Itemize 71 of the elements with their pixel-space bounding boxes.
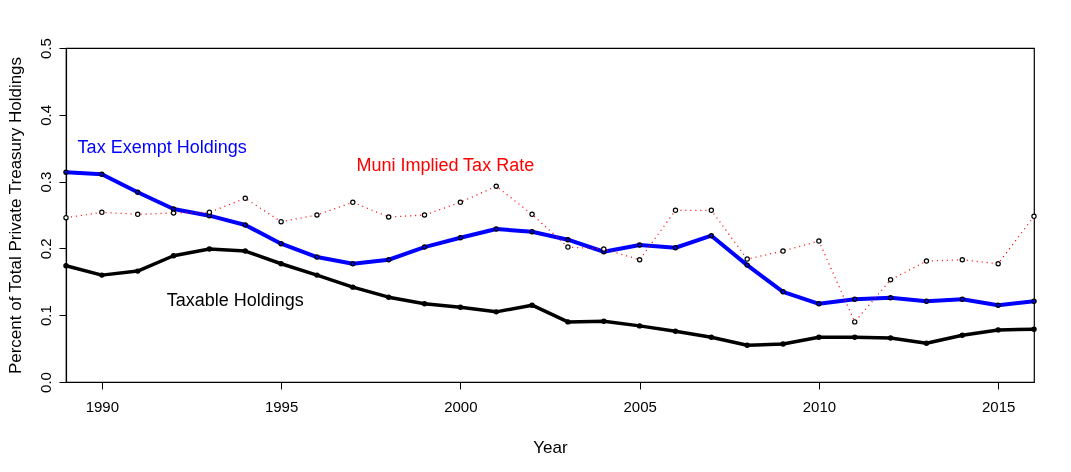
point	[350, 261, 356, 267]
point	[780, 289, 786, 295]
point	[959, 296, 966, 302]
y-tick-label: 0.5	[36, 38, 54, 59]
point	[565, 319, 571, 325]
x-axis-title: Year	[533, 437, 569, 457]
point	[99, 171, 105, 177]
point	[923, 340, 930, 346]
point	[385, 294, 392, 300]
point	[995, 327, 1001, 333]
point	[780, 341, 786, 347]
point	[565, 237, 571, 243]
point	[242, 222, 248, 228]
y-tick-label: 0.3	[36, 171, 54, 193]
point	[457, 235, 464, 241]
series-label: Tax Exempt Holdings	[77, 137, 247, 158]
y-tick-label: 0.2	[36, 238, 54, 260]
x-tick-label: 2010	[802, 397, 837, 415]
point	[708, 334, 715, 340]
point	[601, 318, 607, 324]
point	[816, 334, 822, 340]
y-tick-label: 0.0	[36, 372, 54, 393]
point	[636, 242, 643, 248]
point	[708, 232, 715, 239]
point	[314, 254, 320, 260]
point	[852, 296, 858, 302]
point	[744, 342, 750, 348]
point	[887, 295, 894, 301]
point	[99, 272, 105, 278]
point	[242, 248, 248, 254]
point	[134, 189, 141, 195]
y-axis-title: Percent of Total Private Treasury Holdings	[5, 56, 25, 375]
point	[744, 262, 750, 268]
point	[529, 228, 535, 235]
point	[385, 257, 392, 263]
point	[816, 301, 822, 307]
point	[206, 246, 213, 252]
series-label: Taxable Holdings	[166, 289, 304, 310]
point	[1031, 298, 1037, 304]
y-tick-label: 0.1	[36, 305, 54, 327]
point	[63, 263, 69, 269]
point	[852, 334, 858, 340]
point	[493, 309, 499, 315]
point	[995, 302, 1001, 308]
point	[134, 268, 141, 274]
point	[887, 335, 894, 341]
point	[170, 206, 177, 212]
point	[529, 302, 535, 308]
point	[672, 328, 679, 334]
point	[1031, 326, 1037, 332]
point	[923, 298, 930, 304]
point	[350, 284, 356, 290]
point	[672, 245, 679, 251]
point	[63, 169, 69, 175]
point	[170, 253, 177, 259]
point	[421, 301, 428, 307]
point	[278, 241, 284, 247]
x-tick-label: 2015	[981, 397, 1016, 415]
point	[493, 226, 499, 232]
x-tick-label: 2000	[444, 397, 478, 415]
point	[278, 261, 284, 267]
point	[636, 323, 643, 329]
point	[314, 272, 320, 278]
point	[421, 244, 428, 250]
x-tick-label: 1990	[85, 397, 120, 415]
point	[457, 304, 464, 310]
x-tick-label: 2005	[623, 397, 657, 415]
x-tick-label: 1995	[264, 397, 299, 415]
y-tick-label: 0.4	[36, 104, 54, 126]
point	[959, 332, 966, 338]
series-label: Muni Implied Tax Rate	[356, 155, 535, 176]
